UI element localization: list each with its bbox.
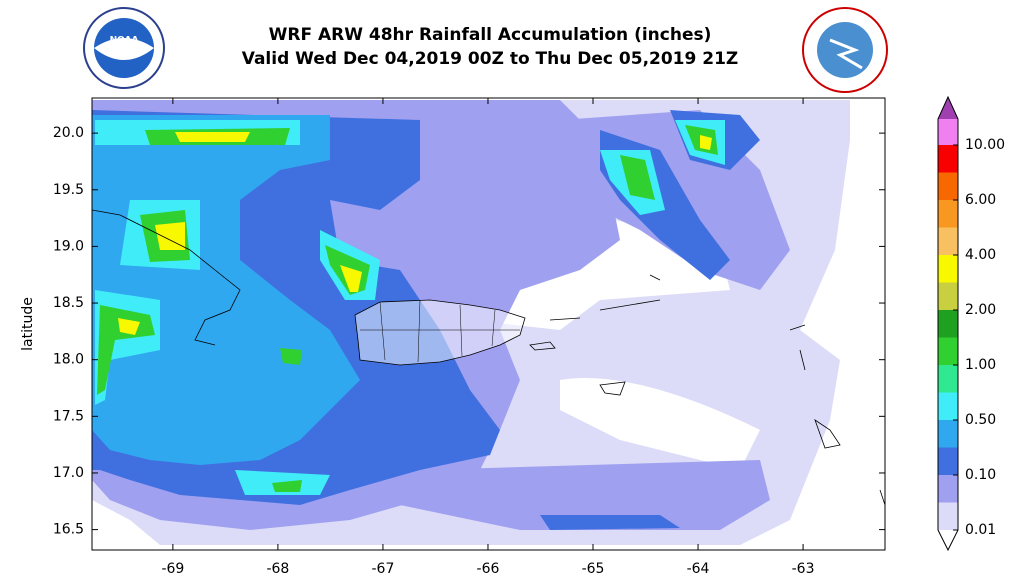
- rain-contour: [400, 460, 770, 530]
- colorbar-label: 0.50: [965, 412, 996, 428]
- rain-field: [92, 98, 885, 550]
- colorbar-segment: [938, 392, 958, 420]
- colorbar-segment: [938, 337, 958, 365]
- colorbar-label: 4.00: [965, 247, 996, 263]
- colorbar-label: 10.00: [965, 137, 1005, 153]
- nws-logo: [802, 7, 888, 93]
- colorbar-label: 0.01: [965, 522, 996, 538]
- rain-contour: [340, 265, 362, 292]
- rain-contour: [92, 500, 160, 545]
- colorbar-label: 2.00: [965, 302, 996, 318]
- rain-contour: [540, 515, 680, 530]
- colorbar-label: 6.00: [965, 192, 996, 208]
- y-tick-label: 18.0: [53, 352, 84, 368]
- rain-contour: [97, 305, 155, 395]
- colorbar-segment: [938, 447, 958, 475]
- y-tick-label: 17.0: [53, 465, 84, 481]
- noaa-logo: NOAA: [83, 7, 165, 89]
- colorbar-label: 1.00: [965, 357, 996, 373]
- rain-contour: [620, 155, 655, 200]
- title: WRF ARW 48hr Rainfall Accumulation (inch…: [269, 25, 712, 45]
- rain-contour: [155, 222, 185, 250]
- x-tick-label: -64: [687, 561, 710, 575]
- colorbar-segment: [938, 365, 958, 393]
- colorbar-arrow: [938, 97, 958, 119]
- x-tick-label: -69: [161, 561, 184, 575]
- rain-contour: [700, 135, 712, 150]
- colorbar-segment: [938, 475, 958, 503]
- rain-contour: [280, 348, 302, 365]
- y-tick-label: 16.5: [53, 522, 84, 538]
- colorbar-label: 0.10: [965, 467, 996, 483]
- x-tick-label: -67: [372, 561, 395, 575]
- x-tick-label: -68: [266, 561, 289, 575]
- colorbar-segment: [938, 119, 958, 145]
- colorbar-frame: [937, 95, 959, 552]
- rain-contour: [118, 318, 140, 335]
- y-tick-label: 20.0: [53, 125, 84, 141]
- colorbar-segment: [938, 255, 958, 283]
- colorbar-segment: [938, 282, 958, 310]
- noaa-logo-text: NOAA: [110, 36, 139, 46]
- y-tick-label: 18.5: [53, 295, 84, 311]
- rain-contour: [560, 378, 760, 470]
- colorbar-segment: [938, 227, 958, 255]
- colorbar-segment: [938, 172, 958, 200]
- rain-contour: [175, 132, 250, 142]
- rain-contour: [272, 480, 302, 492]
- coastlines: [92, 209, 885, 506]
- plot-frame: [91, 97, 886, 551]
- x-tick-label: -66: [477, 561, 500, 575]
- colorbar-segment: [938, 502, 958, 530]
- y-tick-label: 17.5: [53, 408, 84, 424]
- y-tick-label: 19.5: [53, 182, 84, 198]
- colorbar-arrow: [938, 530, 958, 550]
- y-tick-label: 19.0: [53, 238, 84, 254]
- y-axis-label: latitude: [20, 297, 36, 351]
- x-tick-label: -63: [792, 561, 815, 575]
- colorbar-segment: [938, 200, 958, 228]
- subtitle: Valid Wed Dec 04,2019 00Z to Thu Dec 05,…: [242, 49, 739, 69]
- x-tick-label: -65: [582, 561, 605, 575]
- colorbar-segment: [938, 420, 958, 448]
- colorbar-segment: [938, 310, 958, 338]
- colorbar-segment: [938, 145, 958, 173]
